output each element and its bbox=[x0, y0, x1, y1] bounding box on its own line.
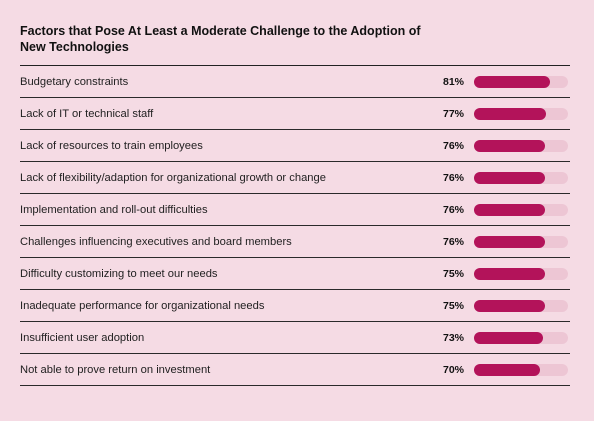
data-label: 76% bbox=[442, 203, 464, 216]
category-label: Lack of flexibility/adaption for organiz… bbox=[20, 171, 326, 184]
category-label: Lack of resources to train employees bbox=[20, 139, 203, 152]
bar-row: Lack of flexibility/adaption for organiz… bbox=[20, 162, 570, 194]
data-label: 76% bbox=[442, 235, 464, 248]
data-label: 73% bbox=[442, 331, 464, 344]
category-label: Budgetary constraints bbox=[20, 75, 129, 88]
bar bbox=[474, 139, 546, 152]
bar-track bbox=[474, 235, 568, 248]
bar-track bbox=[474, 75, 568, 88]
bar-track bbox=[474, 203, 568, 216]
data-label: 75% bbox=[442, 299, 464, 312]
bar-track bbox=[474, 171, 568, 184]
bar-track bbox=[474, 139, 568, 152]
data-label: 81% bbox=[442, 75, 464, 88]
bar-track bbox=[474, 299, 568, 312]
data-label: 76% bbox=[442, 139, 464, 152]
bar bbox=[474, 331, 543, 344]
bar bbox=[474, 235, 546, 248]
bar-row: Insufficient user adoption 73% bbox=[20, 322, 570, 354]
bar-track bbox=[474, 331, 568, 344]
bar bbox=[474, 363, 540, 376]
category-label: Implementation and roll-out difficulties bbox=[20, 203, 208, 216]
bar bbox=[474, 107, 547, 120]
bar-track bbox=[474, 107, 568, 120]
category-label: Difficulty customizing to meet our needs bbox=[20, 267, 218, 280]
data-label: 76% bbox=[442, 171, 464, 184]
bar-row: Lack of IT or technical staff 77% bbox=[20, 98, 570, 130]
bar-row: Challenges influencing executives and bo… bbox=[20, 226, 570, 258]
category-label: Insufficient user adoption bbox=[20, 331, 145, 344]
data-label: 75% bbox=[442, 267, 464, 280]
chart: Factors that Pose At Least a Moderate Ch… bbox=[20, 24, 570, 386]
bar-track bbox=[474, 363, 568, 376]
bar bbox=[474, 75, 551, 88]
category-label: Inadequate performance for organizationa… bbox=[20, 299, 265, 312]
category-label: Not able to prove return on investment bbox=[20, 363, 211, 376]
bar-row: Implementation and roll-out difficulties… bbox=[20, 194, 570, 226]
chart-rows: Budgetary constraints 81% Lack of IT or te… bbox=[20, 65, 570, 386]
data-label: 77% bbox=[442, 107, 464, 120]
bar-row: Not able to prove return on investment 70… bbox=[20, 354, 570, 386]
bar bbox=[474, 299, 545, 312]
category-label: Challenges influencing executives and bo… bbox=[20, 235, 292, 248]
bar-row: Difficulty customizing to meet our needs… bbox=[20, 258, 570, 290]
bar bbox=[474, 171, 546, 184]
bar-row: Lack of resources to train employees 76% bbox=[20, 130, 570, 162]
bar-row: Budgetary constraints 81% bbox=[20, 66, 570, 98]
category-label: Lack of IT or technical staff bbox=[20, 107, 154, 120]
chart-title: Factors that Pose At Least a Moderate Ch… bbox=[20, 24, 421, 54]
bar-row: Inadequate performance for organizationa… bbox=[20, 290, 570, 322]
data-label: 70% bbox=[442, 363, 464, 376]
bar bbox=[474, 267, 545, 280]
bar bbox=[474, 203, 546, 216]
bar-track bbox=[474, 267, 568, 280]
